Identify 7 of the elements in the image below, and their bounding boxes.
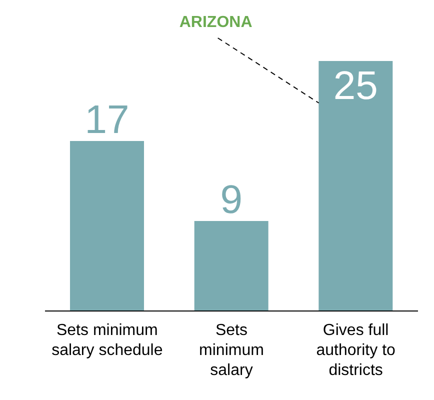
text: ARIZONA (178, 14, 254, 32)
x-tick-label: Sets minimum salary (199, 322, 264, 379)
x-tick-label: Gives full authority to districts (316, 322, 396, 379)
data-label: 9 (220, 178, 242, 222)
data-label: 17 (84, 98, 130, 142)
x-tick-label: Sets minimum salary schedule (52, 322, 163, 359)
data-label: 25 (333, 64, 378, 108)
